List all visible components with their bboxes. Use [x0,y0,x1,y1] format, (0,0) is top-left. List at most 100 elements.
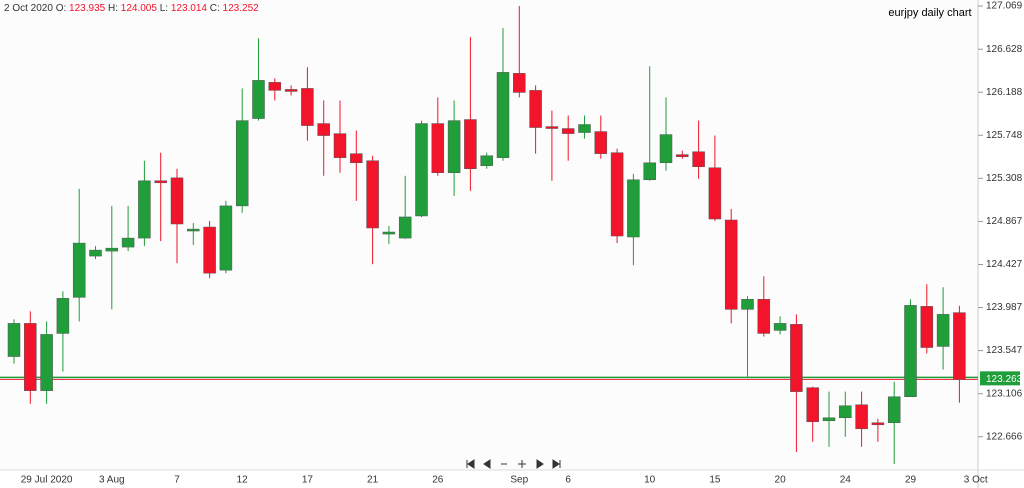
candle-body [610,152,624,237]
x-tick-label: 15 [709,475,721,486]
candle-body [284,89,298,92]
candle-body [708,167,722,220]
candle-body [578,124,591,133]
navigation[interactable] [466,459,561,469]
candle-body [936,314,950,347]
candle-body [741,299,754,310]
candle-body [382,231,396,235]
candle-body [252,80,265,119]
x-tick-label: 7 [174,475,180,486]
candle-body [170,177,184,225]
candle-body [89,249,102,257]
candle-body [138,180,151,239]
header-label: H: [108,3,118,14]
y-tick-label: 124.427 [986,259,1023,270]
candle-body [855,404,868,430]
nav-last[interactable] [552,459,561,469]
candle-body [692,151,705,168]
y-tick-label: 123.106 [986,388,1023,399]
candle-body [627,179,640,238]
candle-body [594,131,608,154]
x-tick-label: 3 Aug [99,475,125,486]
y-tick-label: 125.748 [986,130,1023,141]
candle-body [154,180,167,184]
zoom-in[interactable] [518,460,526,468]
candle-body [676,154,689,157]
candle-body [920,306,934,348]
x-tick-label: 3 Oct [964,475,988,486]
y-tick-label: 126.628 [986,44,1023,55]
x-tick-label: 29 [905,475,917,486]
x-tick-label: 10 [644,475,656,486]
candle-body [7,323,21,357]
x-tick-label: 20 [775,475,787,486]
x-tick-label: 17 [302,475,314,486]
candle-body [464,119,477,169]
x-tick-label: 21 [367,475,379,486]
y-tick-label: 123.987 [986,302,1023,313]
candle-body [724,219,738,310]
last-price-label: 123.263 [986,374,1023,385]
candle-body [187,228,200,232]
nav-forward[interactable] [536,459,544,469]
header-label: O: [56,3,67,14]
candle-body [643,162,656,181]
y-tick-label: 127.069 [986,1,1023,12]
header-value: 123.252 [223,3,260,14]
chart-title: eurjpy daily chart [888,7,971,19]
candle-body [24,323,37,391]
header-value: 123.935 [69,3,106,14]
candle-body [871,422,885,426]
nav-first[interactable] [466,459,475,469]
y-tick-label: 125.308 [986,173,1023,184]
candle-body [513,73,526,93]
x-tick-label: 26 [432,475,444,486]
candle-body [219,205,233,271]
candle-body [40,334,53,391]
candle-body [105,247,119,252]
candle-body [333,133,347,158]
candle-body [350,153,363,164]
x-tick-label: 29 Jul 2020 [21,475,73,486]
candle-body [887,396,901,424]
x-tick-label: Sep [510,475,528,486]
y-tick-label: 126.188 [986,87,1023,98]
candle-body [659,134,673,164]
candle-body [121,237,135,248]
x-tick-label: 6 [565,475,571,486]
header-label: L: [160,3,168,14]
header-value: 123.014 [171,3,208,14]
candle-body [235,120,249,207]
candle-body [317,123,330,136]
candle-body [953,312,966,380]
x-tick-label: 12 [237,475,249,486]
candle-body [757,299,771,334]
candle-body [447,120,461,173]
candle-body [822,417,836,422]
candle-body [72,242,86,298]
candle-body [415,123,428,217]
x-tick-label: 24 [840,475,852,486]
candle-body [431,123,445,173]
ohlc-header: 2 Oct 2020 O: 123.935 H: 124.005 L: 123.… [4,3,259,14]
candle-body [790,324,803,392]
candle-body [268,82,282,91]
candle-body [561,128,575,134]
header-label: C: [210,3,220,14]
candle-body [480,155,493,166]
candle-body [56,298,70,334]
nav-back[interactable] [483,459,491,469]
candle-body [398,216,412,239]
y-tick-label: 124.867 [986,216,1023,227]
header-value: 124.005 [121,3,158,14]
header-text: 2 Oct 2020 O: 123.935 H: 124.005 L: 123.… [4,3,259,14]
candle-body [773,323,787,331]
last-price-box [980,371,1020,386]
header-date: 2 Oct 2020 [4,3,53,14]
candle-body [904,305,917,397]
candle-body [806,387,819,423]
y-tick-label: 122.666 [986,431,1023,442]
candle-body [203,226,216,274]
candle-body [496,72,510,158]
